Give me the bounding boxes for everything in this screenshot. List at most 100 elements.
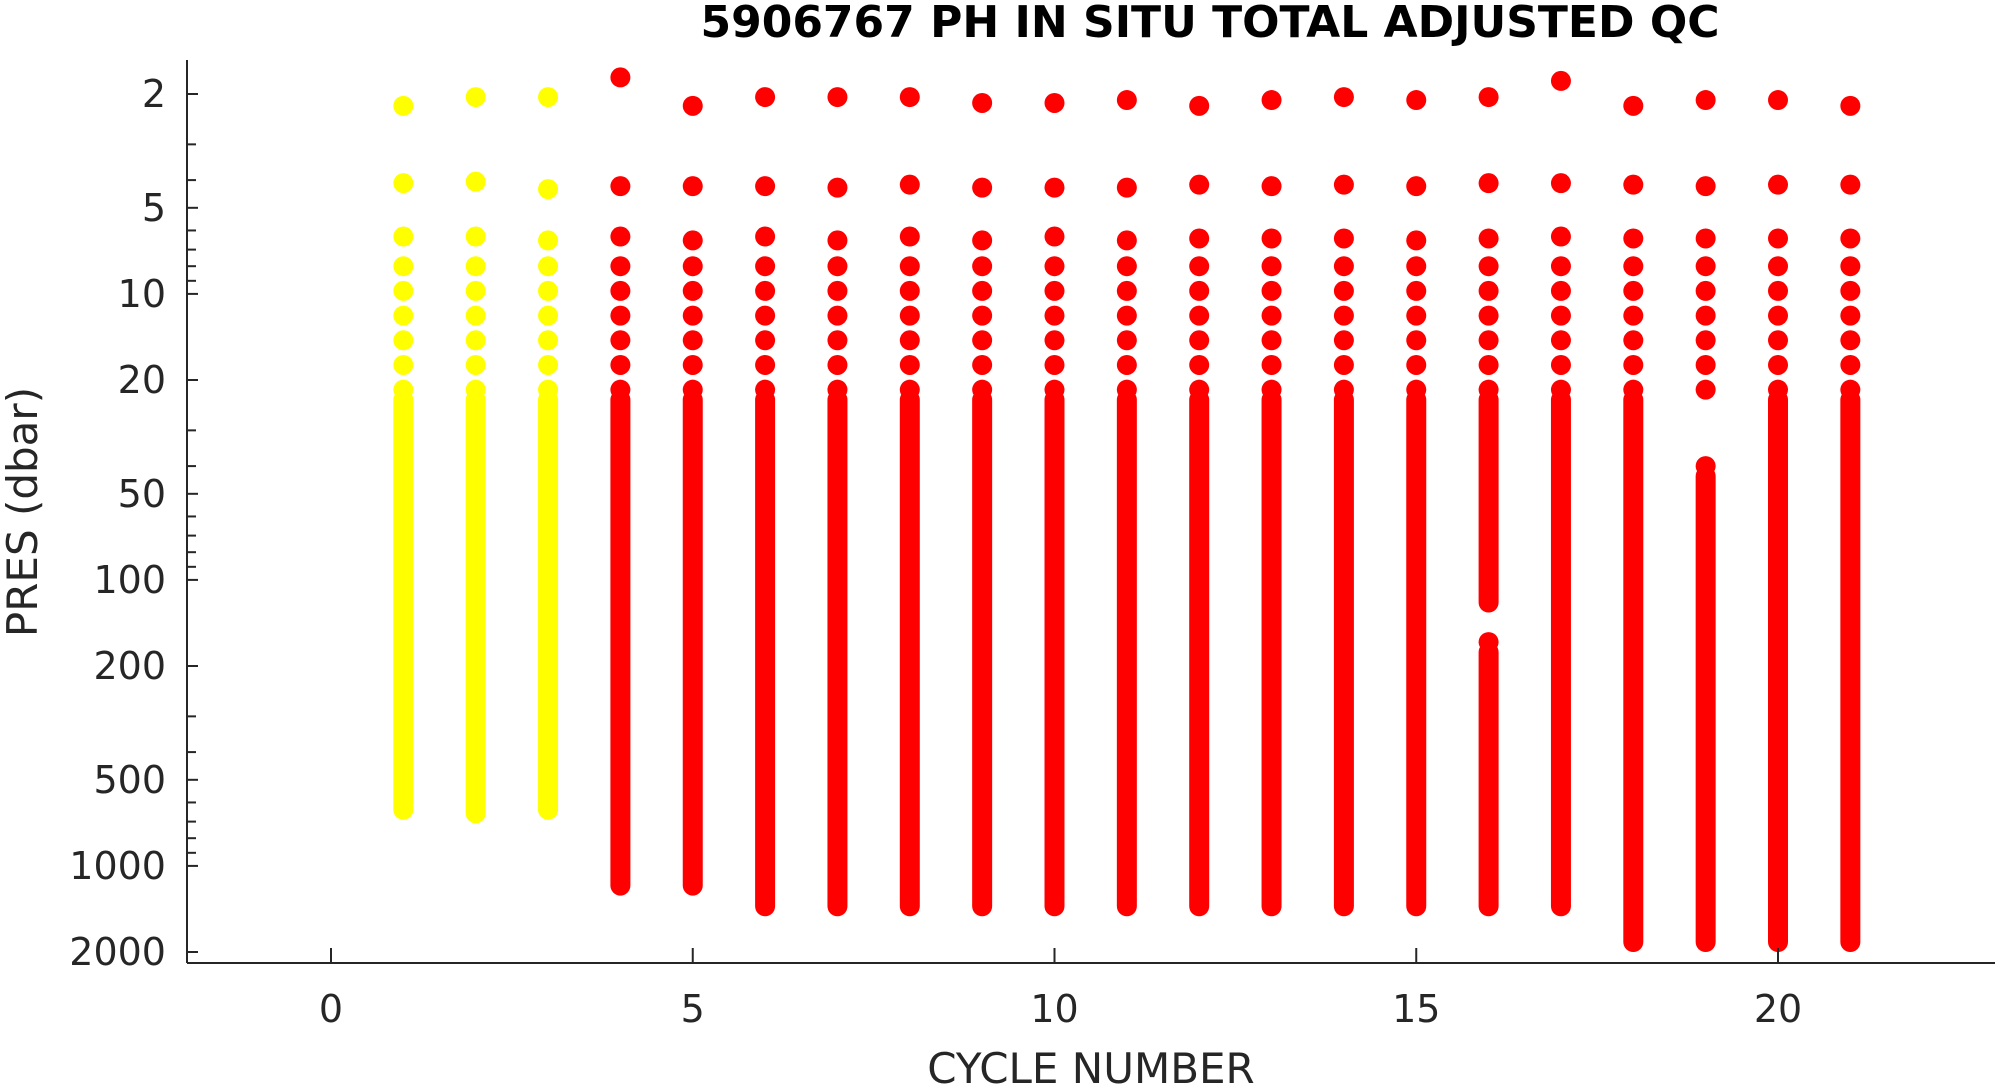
data-point <box>1840 228 1861 249</box>
profile-point-column <box>1550 389 1571 917</box>
data-point <box>1406 230 1427 251</box>
data-point <box>827 87 848 108</box>
data-point <box>465 171 486 192</box>
data-point <box>827 330 848 351</box>
x-axis-ticks: 0 5 10 15 20 <box>319 948 1802 1031</box>
data-point <box>1406 90 1427 111</box>
data-point <box>1406 280 1427 301</box>
data-point <box>1044 92 1065 113</box>
data-point <box>1695 305 1716 326</box>
data-point <box>755 280 776 301</box>
data-point <box>1044 330 1065 351</box>
data-point <box>827 177 848 198</box>
data-points <box>393 67 1861 952</box>
data-point <box>1768 228 1788 249</box>
data-point <box>1478 173 1499 194</box>
data-point <box>899 330 920 351</box>
data-point <box>1189 330 1210 351</box>
data-point <box>827 305 848 326</box>
data-point <box>899 174 920 195</box>
profile-point-column <box>538 389 559 820</box>
data-point <box>1261 176 1282 197</box>
data-point <box>1550 305 1571 326</box>
data-point <box>393 330 414 351</box>
data-point <box>1406 256 1427 277</box>
data-point <box>1623 280 1644 301</box>
y-tick-label: 20 <box>118 358 166 402</box>
x-tick-label: 0 <box>319 987 343 1031</box>
data-point <box>1768 330 1788 351</box>
data-point <box>1478 305 1499 326</box>
data-point <box>1333 228 1354 249</box>
data-point <box>1406 305 1427 326</box>
data-point <box>1406 176 1427 197</box>
data-point <box>1261 330 1282 351</box>
x-tick-label: 10 <box>1030 987 1078 1031</box>
data-point <box>755 256 776 277</box>
data-point <box>899 305 920 326</box>
data-point <box>682 230 703 251</box>
data-point <box>1478 228 1499 249</box>
profile-point-column <box>972 389 993 917</box>
data-point <box>972 305 993 326</box>
data-point <box>465 280 486 301</box>
y-tick-label: 50 <box>118 472 166 516</box>
y-tick-label: 500 <box>93 758 166 802</box>
data-point <box>1116 177 1137 198</box>
data-point <box>1333 330 1354 351</box>
axes <box>186 60 1995 964</box>
data-point <box>538 330 559 351</box>
y-axis-ticks: 2 5 10 20 50 100 200 500 1000 2000 <box>69 72 198 974</box>
data-point <box>1550 280 1571 301</box>
data-point <box>1116 256 1137 277</box>
data-point <box>755 176 776 197</box>
data-point <box>610 280 631 301</box>
data-point <box>1333 305 1354 326</box>
data-point <box>538 305 559 326</box>
data-point <box>1550 354 1571 375</box>
data-point <box>899 87 920 108</box>
y-tick-label: 2 <box>142 72 166 116</box>
data-point <box>1550 173 1571 194</box>
data-point <box>682 280 703 301</box>
data-point <box>827 280 848 301</box>
data-point <box>682 354 703 375</box>
data-point <box>755 226 776 247</box>
x-tick-label: 15 <box>1392 987 1440 1031</box>
profile-point-column <box>1840 389 1861 952</box>
data-point <box>682 176 703 197</box>
y-tick-label: 200 <box>93 644 166 688</box>
data-point <box>899 280 920 301</box>
data-point <box>393 280 414 301</box>
data-point <box>1550 70 1571 91</box>
profile-point-column <box>1406 389 1427 917</box>
data-point <box>1695 354 1716 375</box>
data-point <box>1840 354 1861 375</box>
data-point <box>1623 95 1644 116</box>
data-point <box>1261 256 1282 277</box>
y-tick-label: 5 <box>142 186 166 230</box>
data-point <box>1478 330 1499 351</box>
profile-point-column <box>1116 389 1137 917</box>
data-point <box>538 230 559 251</box>
data-point <box>1623 354 1644 375</box>
chart-title: 5906767 PH IN SITU TOTAL ADJUSTED QC <box>700 0 1719 48</box>
data-point <box>755 354 776 375</box>
data-point <box>1333 256 1354 277</box>
data-point <box>1623 228 1644 249</box>
data-point <box>1116 230 1137 251</box>
data-point <box>393 95 414 116</box>
data-point <box>1695 280 1716 301</box>
data-point <box>1044 256 1065 277</box>
data-point <box>1333 280 1354 301</box>
data-point <box>538 87 559 108</box>
data-point <box>1333 354 1354 375</box>
data-point <box>1695 256 1716 277</box>
data-point <box>1116 305 1137 326</box>
data-point <box>1695 90 1716 111</box>
data-point <box>465 256 486 277</box>
data-point <box>682 330 703 351</box>
data-point <box>465 354 486 375</box>
data-point <box>1261 305 1282 326</box>
